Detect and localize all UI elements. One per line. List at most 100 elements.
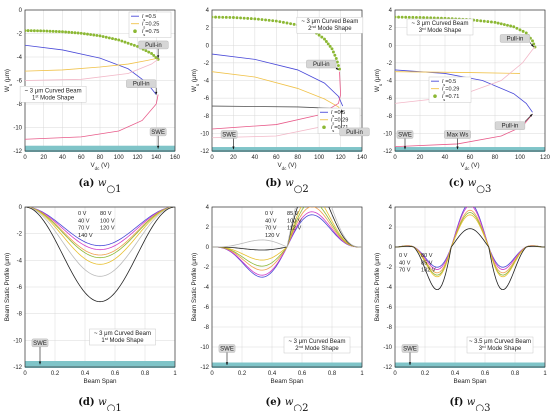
series-line bbox=[25, 207, 175, 265]
x-tick-label: 80 bbox=[294, 155, 301, 161]
x-tick-label: 0.6 bbox=[481, 371, 490, 377]
series-point bbox=[36, 29, 39, 33]
series-point bbox=[317, 33, 321, 37]
series-line bbox=[395, 69, 533, 113]
note-box bbox=[19, 86, 87, 103]
y-tick-label: -2 bbox=[17, 32, 23, 38]
series-point bbox=[239, 16, 243, 20]
panel-caption: (a) w○1 bbox=[78, 178, 121, 195]
legend-marker bbox=[322, 125, 326, 130]
series-point bbox=[271, 19, 275, 23]
x-tick-label: 0 bbox=[393, 155, 397, 161]
y-tick-label: -10 bbox=[383, 131, 392, 137]
series-line bbox=[395, 228, 545, 291]
y-axis-title: Ws (μm) bbox=[374, 69, 383, 92]
series-point bbox=[407, 15, 411, 19]
note-box bbox=[283, 336, 351, 354]
legend-marker bbox=[433, 94, 437, 98]
series-line bbox=[25, 207, 175, 256]
callout-label: Pull-in bbox=[313, 62, 330, 68]
series-point bbox=[323, 37, 326, 41]
x-tick-label: 120 bbox=[540, 155, 550, 161]
y-tick-label: -4 bbox=[204, 285, 210, 291]
y-tick-label: -4 bbox=[17, 55, 23, 61]
callout-label: Pull-in bbox=[502, 124, 519, 130]
series-point bbox=[98, 34, 102, 38]
callout-label: SWE bbox=[222, 133, 236, 139]
x-axis-title: Vdc (V) bbox=[460, 162, 479, 171]
callout-arrowhead bbox=[155, 91, 158, 95]
x-tick-label: 40 bbox=[59, 155, 66, 161]
series-point bbox=[70, 31, 74, 34]
legend-label: ls=0.75 bbox=[142, 29, 159, 37]
x-tick-label: 0 bbox=[210, 155, 214, 161]
series-point bbox=[82, 32, 86, 36]
series-point bbox=[486, 20, 490, 24]
y-tick-label: -6 bbox=[204, 305, 210, 311]
series-point bbox=[217, 15, 221, 19]
y-tick-label: 4 bbox=[389, 205, 393, 211]
series-point bbox=[338, 67, 341, 71]
panel-caption: (d) w○1 bbox=[78, 397, 122, 411]
y-tick-label: 2 bbox=[206, 225, 210, 231]
series-point bbox=[61, 30, 64, 34]
y-tick-label: -4 bbox=[387, 79, 393, 85]
callout-arrowhead bbox=[531, 44, 534, 48]
x-tick-label: 0.2 bbox=[51, 371, 60, 377]
series-line bbox=[212, 53, 344, 107]
series-point bbox=[231, 16, 235, 19]
y-axis-title: Beam Static Profile (μm) bbox=[4, 253, 11, 321]
legend-label: 40 V bbox=[265, 218, 277, 224]
x-tick-label: 1 bbox=[543, 371, 547, 377]
series-point bbox=[26, 29, 30, 33]
note-box bbox=[89, 328, 156, 346]
y-tick-label: -8 bbox=[204, 325, 210, 331]
x-tick-label: 0.8 bbox=[141, 371, 150, 377]
series-point bbox=[48, 29, 52, 33]
y-tick-label: -4 bbox=[387, 285, 393, 291]
note-line2: 1st Mode Shape bbox=[32, 93, 75, 102]
legend-label: 0 V bbox=[78, 211, 87, 217]
callout-arrowhead bbox=[225, 362, 229, 365]
series-point bbox=[123, 40, 127, 44]
y-axis-title: Ws (μm) bbox=[191, 69, 200, 92]
callout-label: SWE bbox=[33, 341, 47, 347]
note-line2: 1st Mode Shape bbox=[101, 336, 144, 345]
x-axis-title: Vdc (V) bbox=[90, 162, 109, 171]
x-tick-label: 0.4 bbox=[81, 371, 90, 377]
series-point bbox=[260, 18, 264, 21]
x-tick-label: 40 bbox=[252, 155, 259, 161]
legend-label: ls=0.5 bbox=[142, 14, 156, 22]
series-point bbox=[425, 16, 429, 20]
x-tick-label: 20 bbox=[40, 155, 47, 161]
series-point bbox=[76, 31, 80, 35]
y-tick-label: 4 bbox=[389, 8, 393, 14]
series-point bbox=[152, 53, 156, 57]
series-point bbox=[39, 29, 43, 33]
note-box bbox=[296, 16, 364, 34]
y-tick-label: -6 bbox=[387, 305, 393, 311]
note-line1: ~ 3 μm Curved Beam bbox=[301, 19, 358, 25]
note-line2: 3rd Mode Shape bbox=[479, 344, 522, 353]
series-point bbox=[475, 18, 479, 22]
series-point bbox=[499, 22, 503, 26]
callout-label: Max Ws bbox=[447, 133, 469, 139]
legend-label: 70 V bbox=[399, 268, 411, 274]
series-point bbox=[333, 53, 337, 57]
series-point bbox=[54, 30, 58, 33]
electrode-band bbox=[25, 145, 175, 152]
legend-label: 140 V bbox=[78, 233, 93, 239]
x-tick-label: 0.2 bbox=[238, 371, 247, 377]
legend-label: 100 V bbox=[287, 218, 302, 224]
series-point bbox=[129, 42, 133, 46]
chart-panel-f: 0 0.2 0.4 0.6 0.8 1 4 2 0 -2 -4 -6 -8 -10 -12 Beam Span… bbox=[374, 205, 547, 411]
series-point bbox=[502, 23, 506, 26]
panel-caption: (f) w○3 bbox=[450, 397, 491, 411]
series-line bbox=[25, 207, 175, 303]
y-tick-label: 2 bbox=[389, 225, 393, 231]
x-axis-title: Beam Span bbox=[454, 378, 487, 385]
y-tick-label: 0 bbox=[389, 43, 393, 49]
y-tick-label: 0 bbox=[389, 245, 393, 251]
